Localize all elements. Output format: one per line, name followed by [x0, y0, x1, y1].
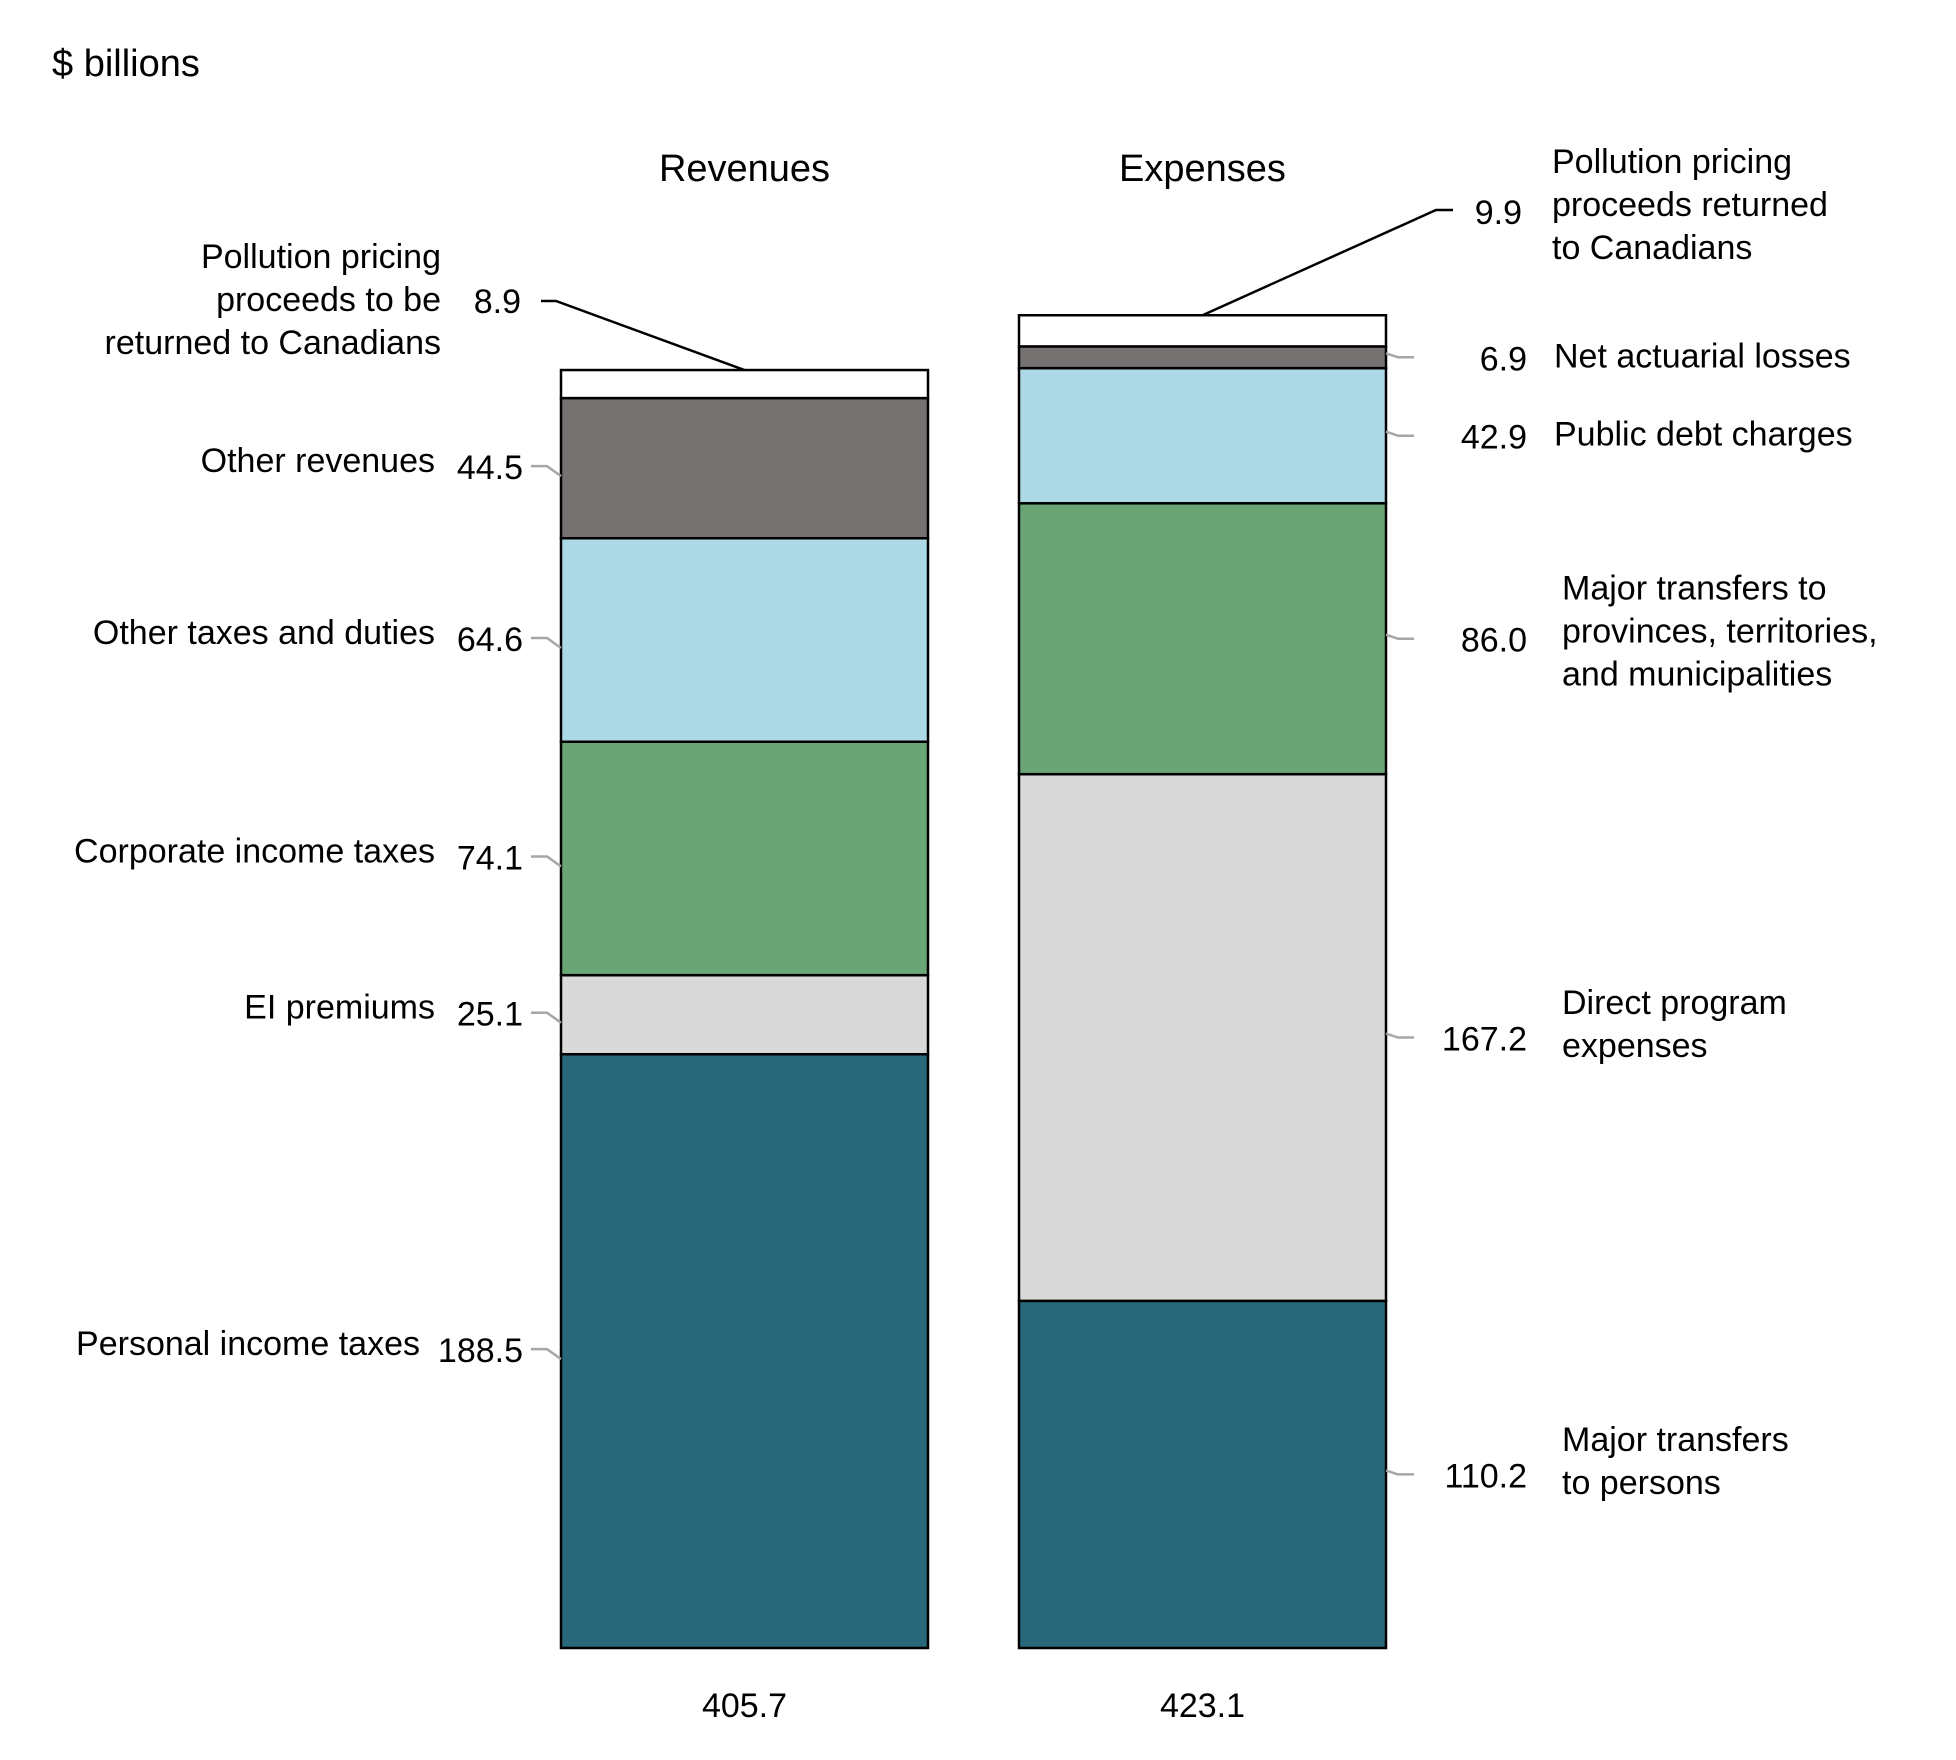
labels-layer: Revenues 405.7 188.5 Personal income taxes 2… — [74, 143, 1878, 1725]
bars-layer — [559, 313, 1388, 1650]
value-label-expenses-2: 86.0 — [1461, 622, 1527, 660]
bar-segment-revenues-5 — [559, 368, 930, 400]
leader-line-expenses-0 — [1385, 1469, 1414, 1476]
segment-name-expenses-0: Major transfers to persons — [1562, 1421, 1789, 1502]
segment-name-revenues-3: Other taxes and duties — [93, 614, 435, 652]
bar-segment-revenues-2 — [559, 740, 930, 977]
leader-line-revenues-5 — [541, 299, 745, 372]
value-label-revenues-3: 64.6 — [457, 621, 523, 659]
value-label-revenues-5: 8.9 — [474, 283, 521, 321]
leader-line-expenses-2 — [1385, 633, 1414, 640]
leader-line-revenues-3 — [531, 636, 562, 650]
value-label-revenues-0: 188.5 — [438, 1332, 523, 1370]
bar-segment-expenses-0 — [1017, 1299, 1388, 1650]
category-label-expenses: Expenses — [1119, 148, 1286, 190]
segment-name-revenues-4: Other revenues — [201, 442, 435, 480]
leader-line-revenues-0 — [531, 1347, 562, 1361]
segment-name-revenues-0: Personal income taxes — [76, 1325, 420, 1363]
bar-segment-revenues-1 — [559, 973, 930, 1056]
leader-line-revenues-1 — [531, 1011, 562, 1024]
value-label-expenses-1: 167.2 — [1442, 1021, 1527, 1059]
segment-name-expenses-4: Net actuarial losses — [1554, 337, 1851, 375]
bar-segment-expenses-3 — [1017, 366, 1388, 505]
segment-name-revenues-2: Corporate income taxes — [74, 832, 435, 870]
segment-name-expenses-1: Direct program expenses — [1562, 984, 1787, 1065]
unit-label: $ billions — [52, 43, 200, 85]
bar-segment-revenues-0 — [559, 1052, 930, 1650]
value-label-revenues-4: 44.5 — [457, 449, 523, 487]
leader-line-expenses-3 — [1385, 430, 1414, 437]
segment-name-revenues-1: EI premiums — [244, 989, 435, 1027]
bar-segment-expenses-2 — [1017, 502, 1388, 776]
segment-name-revenues-5: Pollution pricing proceeds to be returned … — [105, 238, 441, 362]
leader-line-revenues-4 — [531, 464, 562, 478]
value-label-expenses-4: 6.9 — [1480, 340, 1527, 378]
segment-name-expenses-5: Pollution pricing proceeds returned to Can… — [1552, 143, 1828, 267]
leader-line-expenses-5 — [1201, 208, 1453, 317]
bar-segment-revenues-3 — [559, 537, 930, 743]
segment-name-expenses-2: Major transfers to provinces, territories… — [1562, 570, 1878, 694]
value-label-expenses-0: 110.2 — [1444, 1457, 1527, 1495]
leader-line-expenses-1 — [1385, 1032, 1414, 1039]
leader-line-expenses-4 — [1385, 352, 1414, 359]
category-label-revenues: Revenues — [659, 148, 830, 190]
value-label-revenues-2: 74.1 — [457, 839, 523, 877]
bar-segment-revenues-4 — [559, 396, 930, 540]
leader-line-revenues-2 — [531, 855, 562, 868]
segment-name-expenses-3: Public debt charges — [1554, 416, 1853, 454]
value-label-expenses-3: 42.9 — [1461, 419, 1527, 457]
leader-lines-layer — [531, 208, 1453, 1476]
value-label-expenses-5: 9.9 — [1475, 194, 1522, 232]
bar-segment-expenses-1 — [1017, 772, 1388, 1303]
total-label-revenues: 405.7 — [702, 1687, 787, 1725]
total-label-expenses: 423.1 — [1160, 1687, 1245, 1725]
bar-segment-expenses-4 — [1017, 345, 1388, 370]
value-label-revenues-1: 25.1 — [457, 996, 523, 1034]
bar-segment-expenses-5 — [1017, 313, 1388, 348]
